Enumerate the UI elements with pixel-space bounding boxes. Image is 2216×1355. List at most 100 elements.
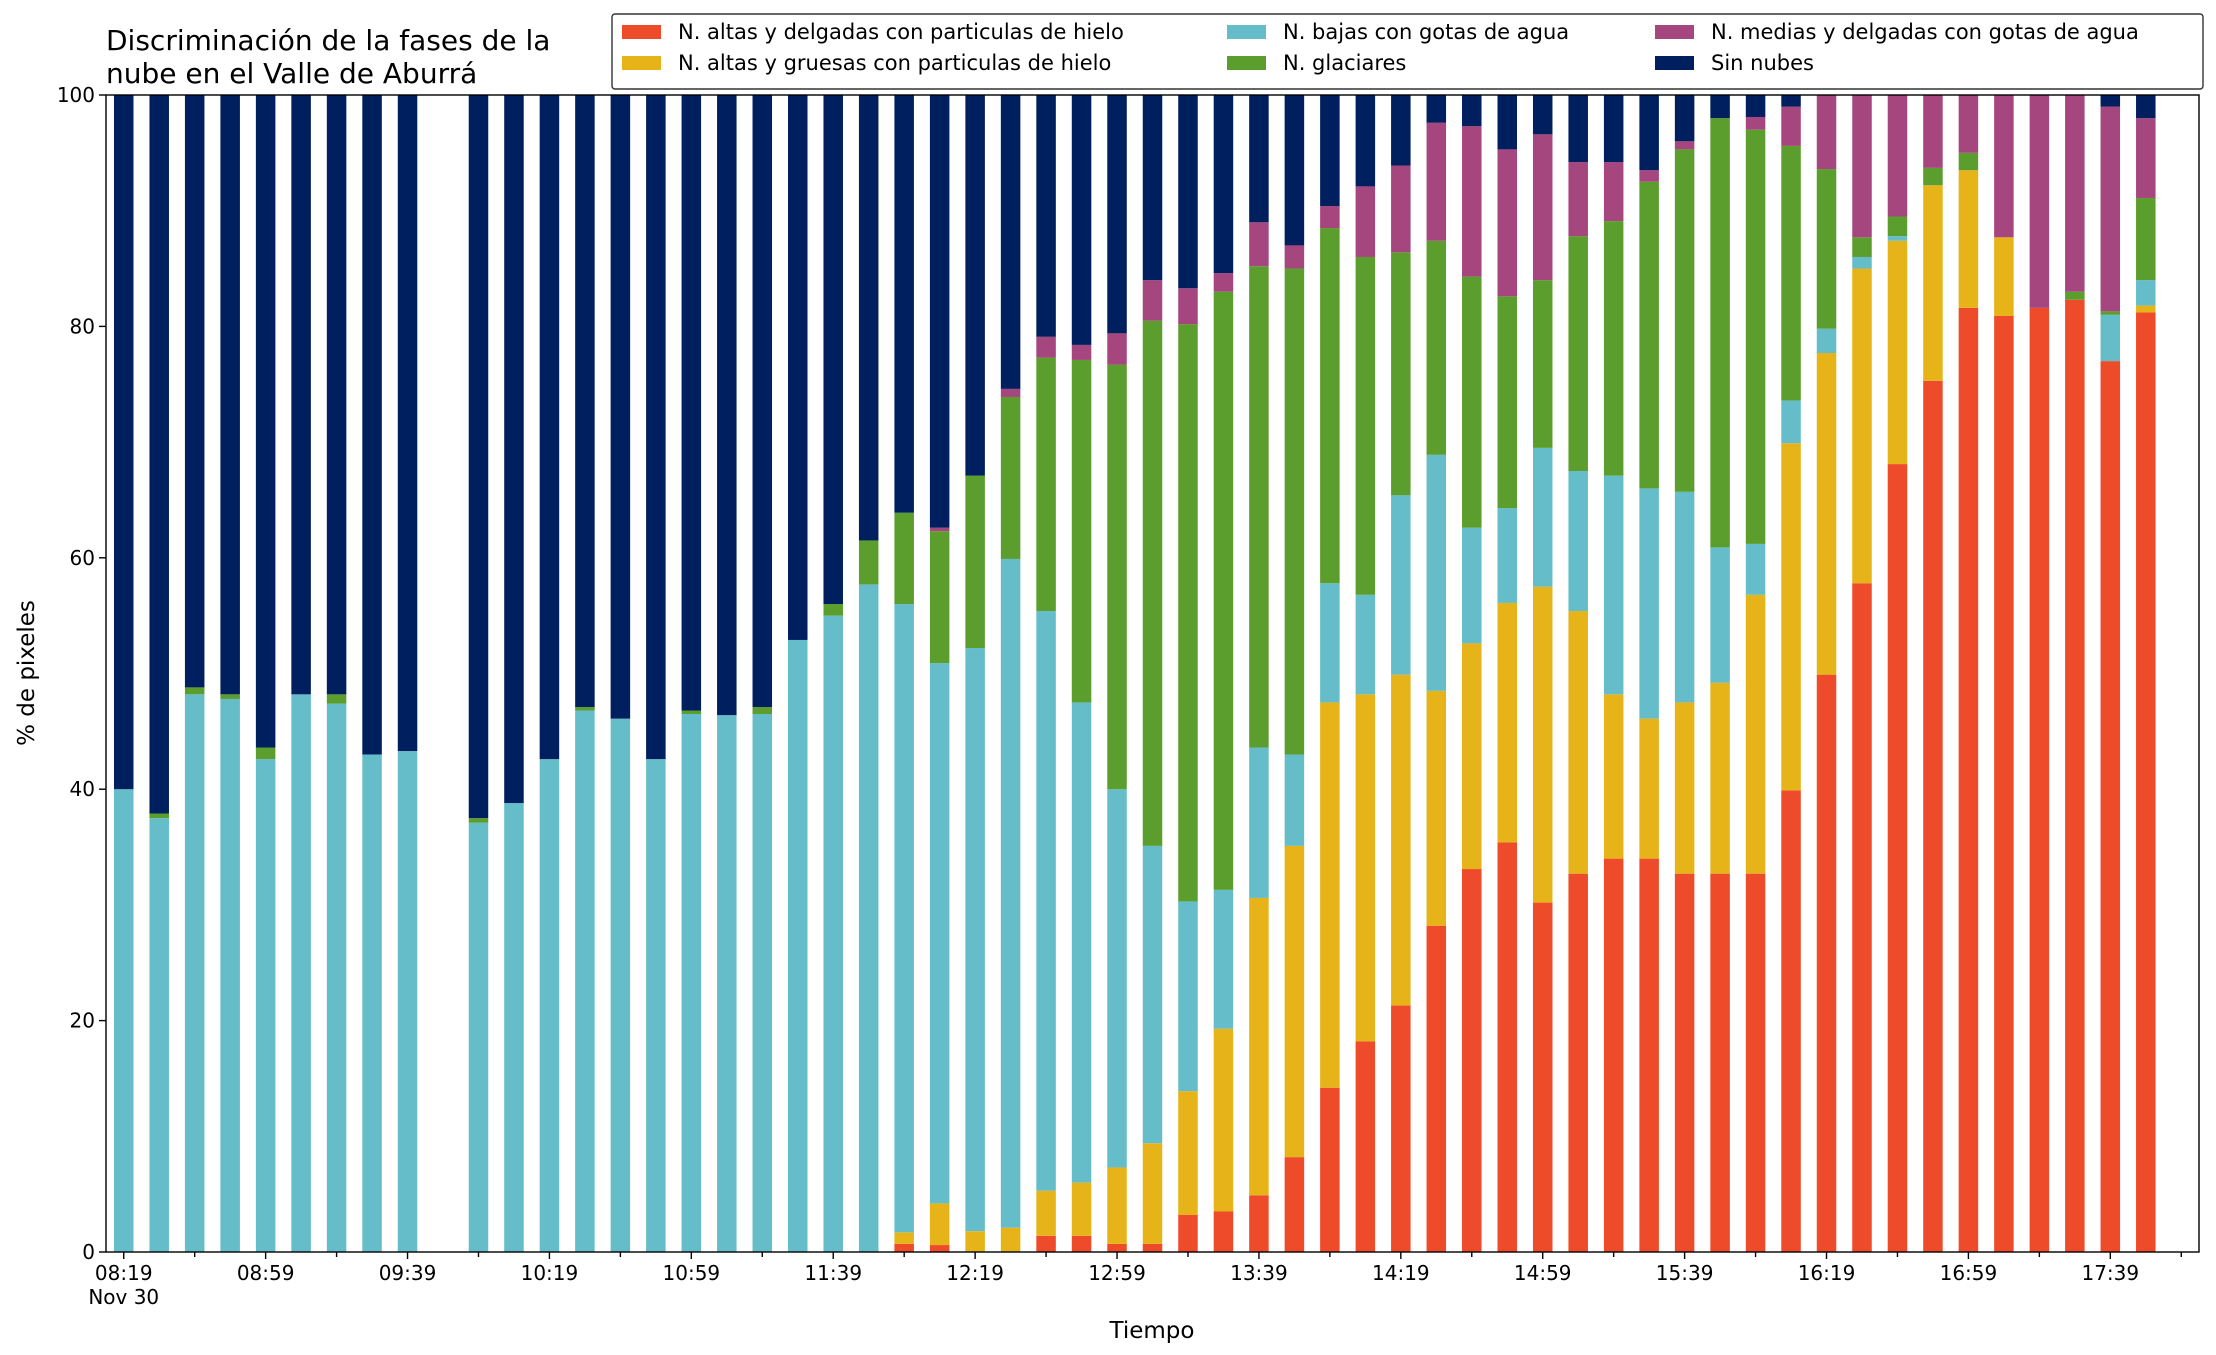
bar-segment — [1249, 95, 1269, 223]
bar-segment — [149, 813, 169, 819]
bar-segment — [1249, 222, 1269, 267]
bar-segment — [929, 95, 950, 528]
bar-segment — [575, 95, 595, 708]
bar-segment — [787, 639, 808, 1252]
bar-segment — [1710, 873, 1730, 1252]
chart-title: Discriminación de la fases de la — [106, 24, 550, 57]
bar-segment — [1142, 1243, 1163, 1252]
bar-segment — [1532, 280, 1553, 448]
bar-segment — [823, 615, 843, 1252]
bar-segment — [220, 95, 240, 695]
bar-segment — [1462, 126, 1482, 277]
bar-segment — [1426, 454, 1447, 691]
bar-segment — [1603, 95, 1624, 163]
bar-segment — [1178, 288, 1198, 325]
bar-segment — [539, 95, 560, 760]
x-tick-label: 10:59 — [663, 1261, 721, 1285]
bar-segment — [1745, 116, 1766, 130]
bar-segment — [1071, 1182, 1092, 1236]
bar-segment — [1249, 897, 1269, 1196]
bar-segment — [1284, 268, 1305, 755]
bar-segment — [184, 687, 205, 695]
bar-segment — [1249, 266, 1269, 748]
bar-segment — [1355, 1041, 1376, 1252]
bar-segment — [1994, 315, 2014, 1252]
bar-segment — [1674, 149, 1695, 492]
bar-segment — [362, 95, 382, 755]
y-tick-label: 80 — [70, 314, 95, 338]
bar-segment — [362, 754, 382, 1252]
bar-segment — [1887, 236, 1908, 241]
bar-segment — [1284, 1157, 1305, 1252]
bar-segment — [2029, 307, 2050, 1252]
bar-segment — [1178, 1214, 1198, 1252]
bar-segment — [1781, 145, 1801, 401]
bar-segment — [1568, 162, 1588, 237]
bar-segment — [1781, 400, 1801, 444]
bar-segment — [681, 95, 702, 711]
bar-segment — [1036, 1235, 1056, 1252]
bar-segment — [894, 512, 914, 605]
bar-segment — [1142, 845, 1163, 1144]
bar-segment — [1781, 95, 1801, 107]
bar-segment — [1391, 1005, 1411, 1252]
bar-segment — [1639, 488, 1659, 719]
bar-segment — [1320, 95, 1340, 207]
x-tick-label: 16:59 — [1940, 1261, 1998, 1285]
bar-segment — [1107, 1243, 1127, 1252]
x-axis-label: Tiempo — [1109, 1318, 1195, 1344]
bar-segment — [220, 694, 240, 699]
bar-segment — [894, 1232, 914, 1244]
bar-segment — [2100, 106, 2121, 312]
bar-segment — [2136, 305, 2156, 313]
bar-segment — [291, 694, 311, 1252]
bar-segment — [1284, 245, 1305, 269]
bar-segment — [1355, 256, 1376, 595]
bar-segment — [1745, 129, 1766, 544]
bar-segment — [113, 789, 134, 1252]
bar-segment — [1497, 149, 1518, 297]
bar-segment — [2100, 361, 2121, 1252]
x-tick-label: 12:59 — [1088, 1261, 1146, 1285]
legend-swatch — [622, 25, 661, 39]
bar-segment — [752, 707, 773, 714]
bar-segment — [965, 648, 985, 1232]
bar-segment — [1603, 858, 1624, 1252]
bar-segment — [1639, 858, 1659, 1252]
bar-segment — [1674, 702, 1695, 874]
bar-segment — [1355, 594, 1376, 695]
bar-segment — [787, 95, 808, 640]
bar-segment — [468, 818, 489, 823]
bar-segment — [858, 584, 879, 1252]
bar-segment — [2065, 299, 2085, 1252]
bar-segment — [1000, 558, 1021, 1228]
x-tick-label: 10:19 — [521, 1261, 579, 1285]
bar-segment — [1958, 95, 1979, 153]
bar-segment — [717, 715, 737, 1252]
bar-segment — [1887, 216, 1908, 237]
bar-segment — [1107, 364, 1127, 790]
legend-label: N. altas y gruesas con particulas de hie… — [678, 51, 1111, 75]
x-tick-label: 12:19 — [946, 1261, 1004, 1285]
bar-segment — [1213, 291, 1234, 890]
x-date-label: Nov 30 — [88, 1285, 159, 1309]
bar-segment — [184, 95, 205, 688]
x-tick-label: 09:39 — [379, 1261, 437, 1285]
y-tick-label: 60 — [70, 546, 95, 570]
bar-segment — [1036, 95, 1056, 337]
bar-segment — [1000, 388, 1021, 397]
bar-segment — [1532, 447, 1553, 587]
bar-segment — [468, 822, 489, 1252]
bar-segment — [1320, 228, 1340, 584]
bar-segment — [1781, 106, 1801, 146]
bar-segment — [1745, 95, 1766, 117]
bar-segment — [539, 759, 560, 1252]
bar-segment — [1603, 694, 1624, 859]
bar-segment — [1107, 789, 1127, 1168]
bar-segment — [1852, 268, 1872, 584]
bar-segment — [1568, 471, 1588, 612]
bar-segment — [965, 95, 985, 476]
bar-segment — [149, 95, 169, 814]
bar-segment — [894, 1243, 914, 1252]
